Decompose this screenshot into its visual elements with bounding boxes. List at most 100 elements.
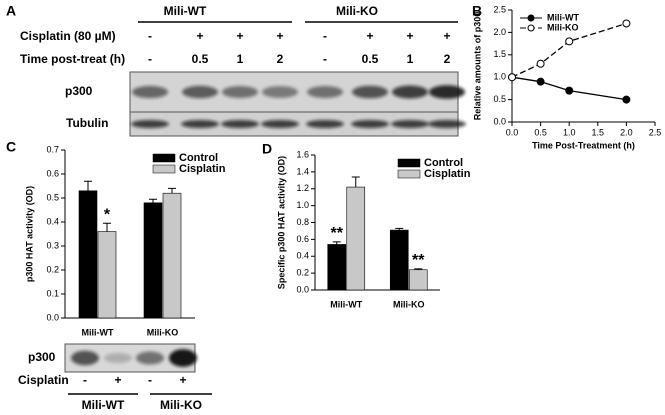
y-axis-label: Specific p300 HAT activity (OD)	[276, 156, 286, 289]
lane-label: -	[83, 373, 87, 387]
y-tick-label: 0.1	[46, 288, 59, 298]
y-tick-label: 0.0	[296, 284, 309, 294]
y-tick-label: 0.5	[493, 94, 506, 104]
band	[221, 120, 259, 128]
y-tick-label: 2.0	[493, 27, 506, 37]
error-bar	[168, 187, 176, 194]
y-tick-label: 0.3	[46, 240, 59, 250]
x-tick-label: 1.5	[592, 127, 605, 137]
y-tick-label: 1.2	[296, 183, 309, 193]
band	[182, 85, 218, 99]
y-tick-label: 1.6	[296, 149, 309, 159]
x-tick-label: Mili-KO	[147, 327, 179, 337]
legend-label: Control	[179, 152, 218, 164]
lane-label: -	[323, 52, 327, 66]
legend-swatch	[152, 164, 176, 174]
lane-label: +	[366, 29, 373, 43]
band	[262, 86, 298, 98]
marker	[536, 59, 545, 68]
x-tick-label: Mili-KO	[393, 299, 425, 309]
legend-label: Cisplatin	[424, 168, 471, 180]
lane-label: -	[148, 29, 152, 43]
marker	[508, 73, 516, 82]
x-tick-label: Mili-WT	[330, 299, 362, 309]
x-tick-label: 0.5	[534, 127, 547, 137]
error-bar	[332, 241, 341, 245]
annotation: **	[412, 252, 425, 269]
marker	[622, 95, 631, 104]
annotation: *	[104, 206, 111, 223]
band	[131, 120, 169, 128]
y-axis-label: p300 HAT activity (OD)	[24, 186, 34, 282]
panel-label: D	[262, 141, 272, 157]
legend-swatch	[397, 169, 421, 179]
band	[306, 120, 344, 128]
lane-label: +	[196, 29, 203, 43]
lane-label: -	[148, 52, 152, 66]
y-tick-label: 0.2	[46, 264, 59, 274]
group-label: Mili-KO	[336, 4, 378, 18]
y-tick-label: 2.5	[493, 4, 506, 14]
band	[352, 85, 388, 99]
lane-label: 2	[444, 52, 451, 66]
band	[428, 120, 466, 128]
marker	[565, 37, 574, 46]
y-tick-label: 0.8	[296, 217, 309, 227]
bar	[346, 186, 366, 291]
error-bar	[149, 198, 157, 203]
row-label: Cisplatin	[18, 373, 69, 387]
band	[71, 350, 99, 366]
bar	[389, 229, 409, 291]
y-tick-label: 1.4	[296, 166, 309, 176]
lane-label: +	[276, 29, 283, 43]
legend-label: Mili-WT	[547, 12, 579, 22]
band	[261, 120, 299, 128]
y-tick-label: 1.0	[493, 72, 506, 82]
y-tick-label: 0.6	[296, 234, 309, 244]
y-tick-label: 1.0	[296, 200, 309, 210]
bar	[327, 244, 347, 291]
y-tick-label: 0.4	[296, 251, 309, 261]
row-label: Time post-treat (h)	[20, 52, 125, 66]
legend-label: Mili-KO	[547, 22, 579, 32]
x-axis-label: Time Post-Treatment (h)	[532, 140, 635, 150]
group-label: Mili-KO	[160, 398, 202, 412]
legend-swatch	[397, 158, 421, 168]
x-tick-label: 2.0	[620, 127, 633, 137]
legend-marker	[527, 24, 535, 32]
band	[181, 120, 219, 128]
lane-label: +	[114, 373, 121, 387]
y-tick-label: 0.4	[46, 216, 59, 226]
lane-label: +	[443, 29, 450, 43]
error-bar	[395, 227, 404, 231]
bar	[143, 202, 163, 319]
band-label: Tubulin	[66, 116, 108, 130]
y-axis-label: Relative amounts of p300	[472, 12, 482, 121]
x-tick-label: 2.5	[649, 127, 662, 137]
band	[104, 353, 132, 363]
marker	[622, 19, 631, 28]
error-bar	[351, 176, 360, 188]
lane-label: +	[236, 29, 243, 43]
legend-label: Control	[424, 157, 463, 169]
lane-label: 2	[277, 52, 284, 66]
annotation: **	[331, 225, 344, 242]
legend-marker	[527, 14, 535, 22]
x-tick-label: 0.0	[506, 127, 519, 137]
band	[392, 85, 428, 99]
row-label: Cisplatin (80 µM)	[20, 29, 116, 43]
lane-label: 1	[407, 52, 414, 66]
lane-label: -	[148, 373, 152, 387]
y-tick-label: 0.5	[46, 192, 59, 202]
y-tick-label: 0.7	[46, 144, 59, 154]
band	[136, 351, 164, 365]
lane-label: 0.5	[362, 52, 379, 66]
bar	[162, 192, 182, 319]
marker	[565, 86, 574, 95]
y-tick-label: 0.0	[46, 312, 59, 322]
lane-label: 0.5	[192, 52, 209, 66]
band	[222, 86, 258, 98]
band	[307, 86, 343, 98]
bar	[78, 190, 98, 319]
